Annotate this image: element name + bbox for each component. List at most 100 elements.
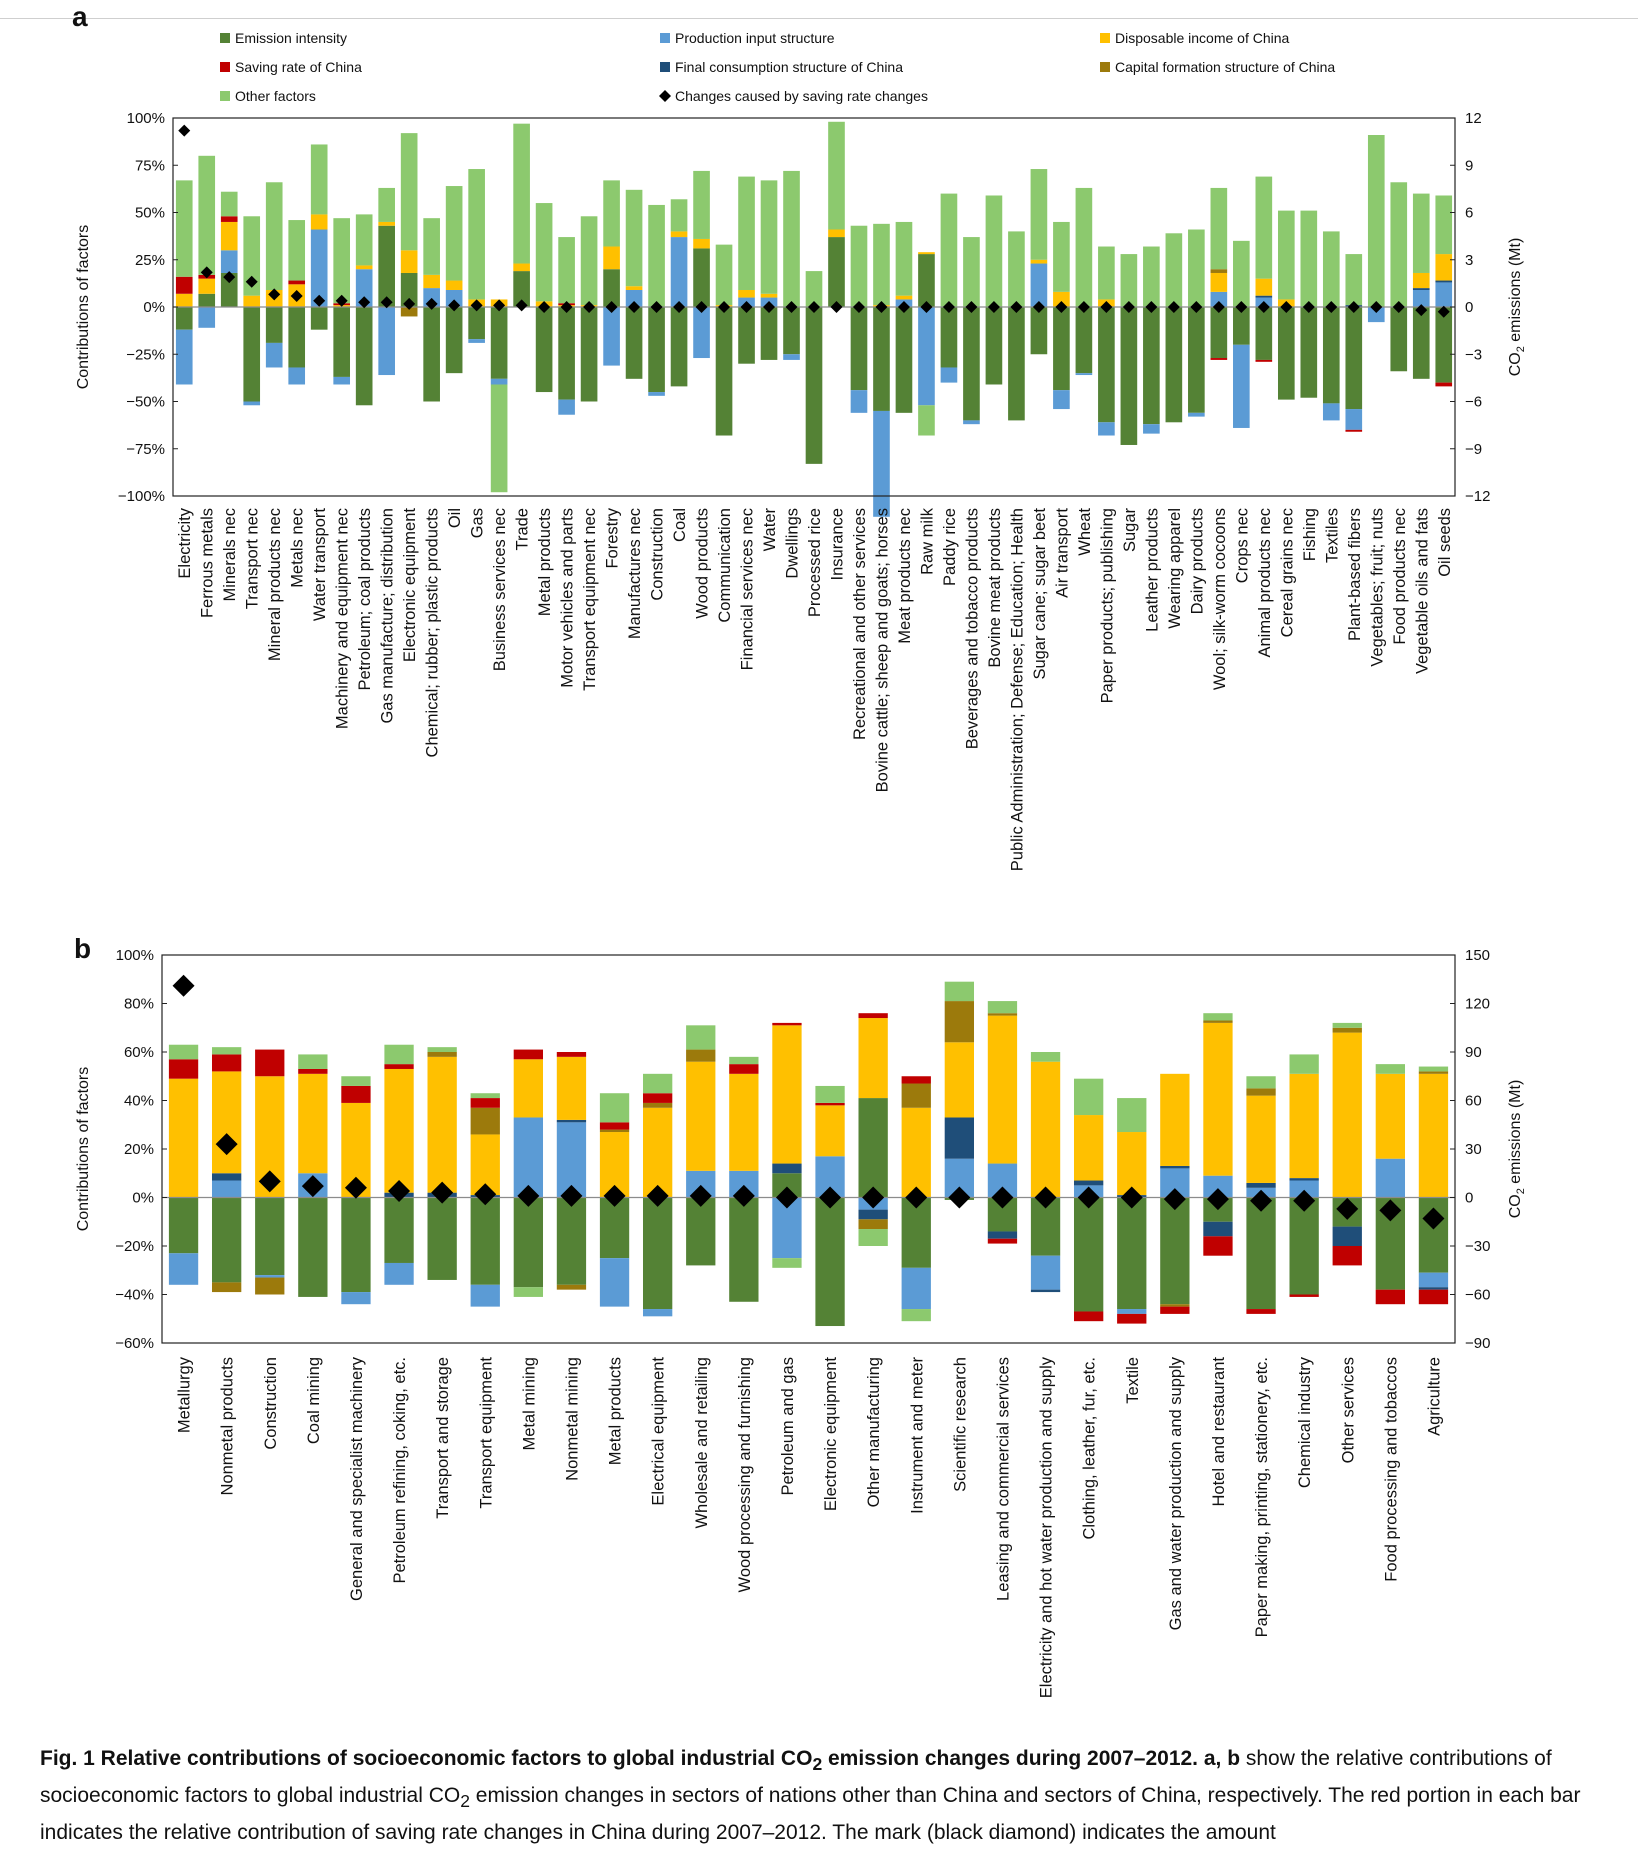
bar-segment-capital-formation [400, 307, 418, 317]
bar-segment-other-factors [468, 169, 485, 300]
category-label: Mineral products nec [266, 508, 284, 661]
bar-segment-disposable-income [1203, 1022, 1233, 1176]
bar-segment-other-factors [168, 1044, 199, 1060]
bar-segment-emission-intensity [384, 1197, 414, 1263]
category-label: Financial services nec [739, 508, 757, 670]
bar-segment-other-factors [220, 191, 238, 217]
y2-tick-label: 90 [1465, 1044, 1482, 1061]
saving-rate-change-diamond [785, 301, 798, 313]
bar-segment-emission-intensity [558, 307, 575, 400]
bar-segment-emission-intensity [828, 237, 845, 307]
bar-segment-disposable-income [760, 293, 778, 298]
saving-rate-change-diamond [1190, 301, 1203, 313]
bar-segment-production-input [1367, 307, 1385, 323]
saving-rate-change-diamond [763, 301, 776, 313]
bar-segment-production-input [670, 237, 688, 307]
category-label: Clothing, leather, fur, etc. [1081, 1357, 1099, 1540]
bar-stack [828, 121, 845, 307]
bar-segment-emission-intensity [198, 293, 216, 307]
bar-segment-final-consumption [1073, 1180, 1104, 1186]
bar-stack [1030, 1052, 1061, 1293]
bar-segment-emission-intensity [895, 307, 913, 413]
bar-segment-saving-rate [288, 280, 306, 285]
bar-segment-production-input [1289, 1180, 1319, 1198]
bar-segment-disposable-income [1375, 1073, 1406, 1159]
legend-swatch-emission_intensity [220, 33, 230, 43]
bar-segment-emission-intensity [1277, 307, 1295, 400]
bar-segment-saving-rate [556, 1052, 587, 1057]
y2-tick-label: −30 [1465, 1238, 1490, 1255]
bar-segment-other-factors [1246, 1076, 1276, 1089]
saving-rate-change-diamond [1034, 1186, 1057, 1209]
legend-label-disposable_income: Disposable income of China [1115, 30, 1290, 46]
category-label: Wheat [1076, 508, 1094, 556]
category-label: Processed rice [806, 508, 824, 617]
bar-segment-other-factors [918, 405, 935, 436]
bar-segment-final-consumption [1160, 1165, 1190, 1169]
saving-rate-change-diamond [448, 299, 461, 312]
category-label: Electricity [176, 507, 194, 578]
category-label: Wearing apparel [1166, 508, 1184, 629]
category-label: Transport nec [244, 508, 262, 609]
y-tick-label: 75% [135, 157, 165, 174]
y-tick-label: 80% [124, 996, 154, 1013]
y2-tick-label: −6 [1465, 394, 1482, 411]
bar-segment-disposable-income [211, 1071, 242, 1174]
category-label: Petroleum refining, coking, etc. [391, 1357, 409, 1584]
y2-tick-label: 60 [1465, 1093, 1482, 1110]
bar-segment-other-factors [1073, 1078, 1104, 1116]
bar-segment-emission-intensity [310, 307, 328, 330]
y-tick-label: −75% [126, 441, 165, 458]
bar-segment-other-factors [1075, 187, 1093, 307]
bar-segment-emission-intensity [220, 272, 238, 307]
saving-rate-change-diamond [830, 301, 843, 313]
bar-stack [468, 169, 485, 343]
bar-segment-production-input [255, 1275, 285, 1278]
bar-segment-final-consumption [772, 1163, 802, 1174]
saving-rate-change-diamond [991, 1186, 1014, 1209]
bar-stack [1246, 1076, 1276, 1314]
category-label: Textiles [1323, 508, 1341, 563]
bar-stack [175, 180, 193, 385]
category-label: Metal products [607, 1357, 625, 1465]
bar-segment-disposable-income [427, 1056, 457, 1193]
bar-segment-other-factors [1030, 169, 1048, 260]
saving-rate-change-diamond [1163, 1188, 1186, 1211]
category-label: Vegetables; fruit; nuts [1368, 508, 1386, 667]
bar-segment-disposable-income [556, 1056, 587, 1120]
category-label: Fishing [1301, 508, 1319, 561]
bar-segment-production-input [603, 307, 620, 366]
bar-stack [715, 244, 733, 436]
bar-segment-emission-intensity [427, 1197, 457, 1280]
category-label: Petroleum and gas [779, 1357, 797, 1496]
saving-rate-change-diamond [1379, 1199, 1402, 1222]
bar-segment-saving-rate [175, 276, 193, 294]
bar-stack [783, 170, 800, 360]
bar-stack [815, 1085, 845, 1327]
bar-segment-production-input [873, 410, 890, 517]
saving-rate-change-diamond [215, 1133, 238, 1156]
category-label: Gas and water production and supply [1167, 1356, 1185, 1630]
bar-segment-emission-intensity [1233, 307, 1250, 345]
category-label: Construction [649, 508, 667, 601]
bar-segment-emission-intensity [1345, 307, 1363, 410]
saving-rate-change-diamond [290, 289, 303, 302]
category-label: Petroleum; coal products [356, 508, 374, 691]
bar-stack [1030, 169, 1048, 355]
bar-segment-other-factors [1008, 231, 1025, 307]
bar-segment-emission-intensity [1390, 307, 1408, 372]
bar-segment-other-factors [400, 133, 418, 251]
bar-segment-capital-formation [1210, 269, 1228, 273]
bar-segment-production-input [1098, 422, 1115, 436]
category-label: Paddy rice [941, 508, 959, 586]
saving-rate-change-diamond [200, 266, 213, 279]
saving-rate-change-diamond [583, 301, 596, 313]
bar-segment-emission-intensity [858, 1098, 888, 1198]
bar-segment-other-factors [1332, 1022, 1362, 1028]
bar-segment-production-input [963, 420, 980, 425]
bar-segment-production-input [1375, 1158, 1406, 1198]
bar-segment-other-factors [693, 170, 710, 239]
bar-stack [1188, 229, 1205, 417]
bar-segment-disposable-income [625, 286, 643, 290]
bar-segment-other-factors [513, 1287, 544, 1297]
